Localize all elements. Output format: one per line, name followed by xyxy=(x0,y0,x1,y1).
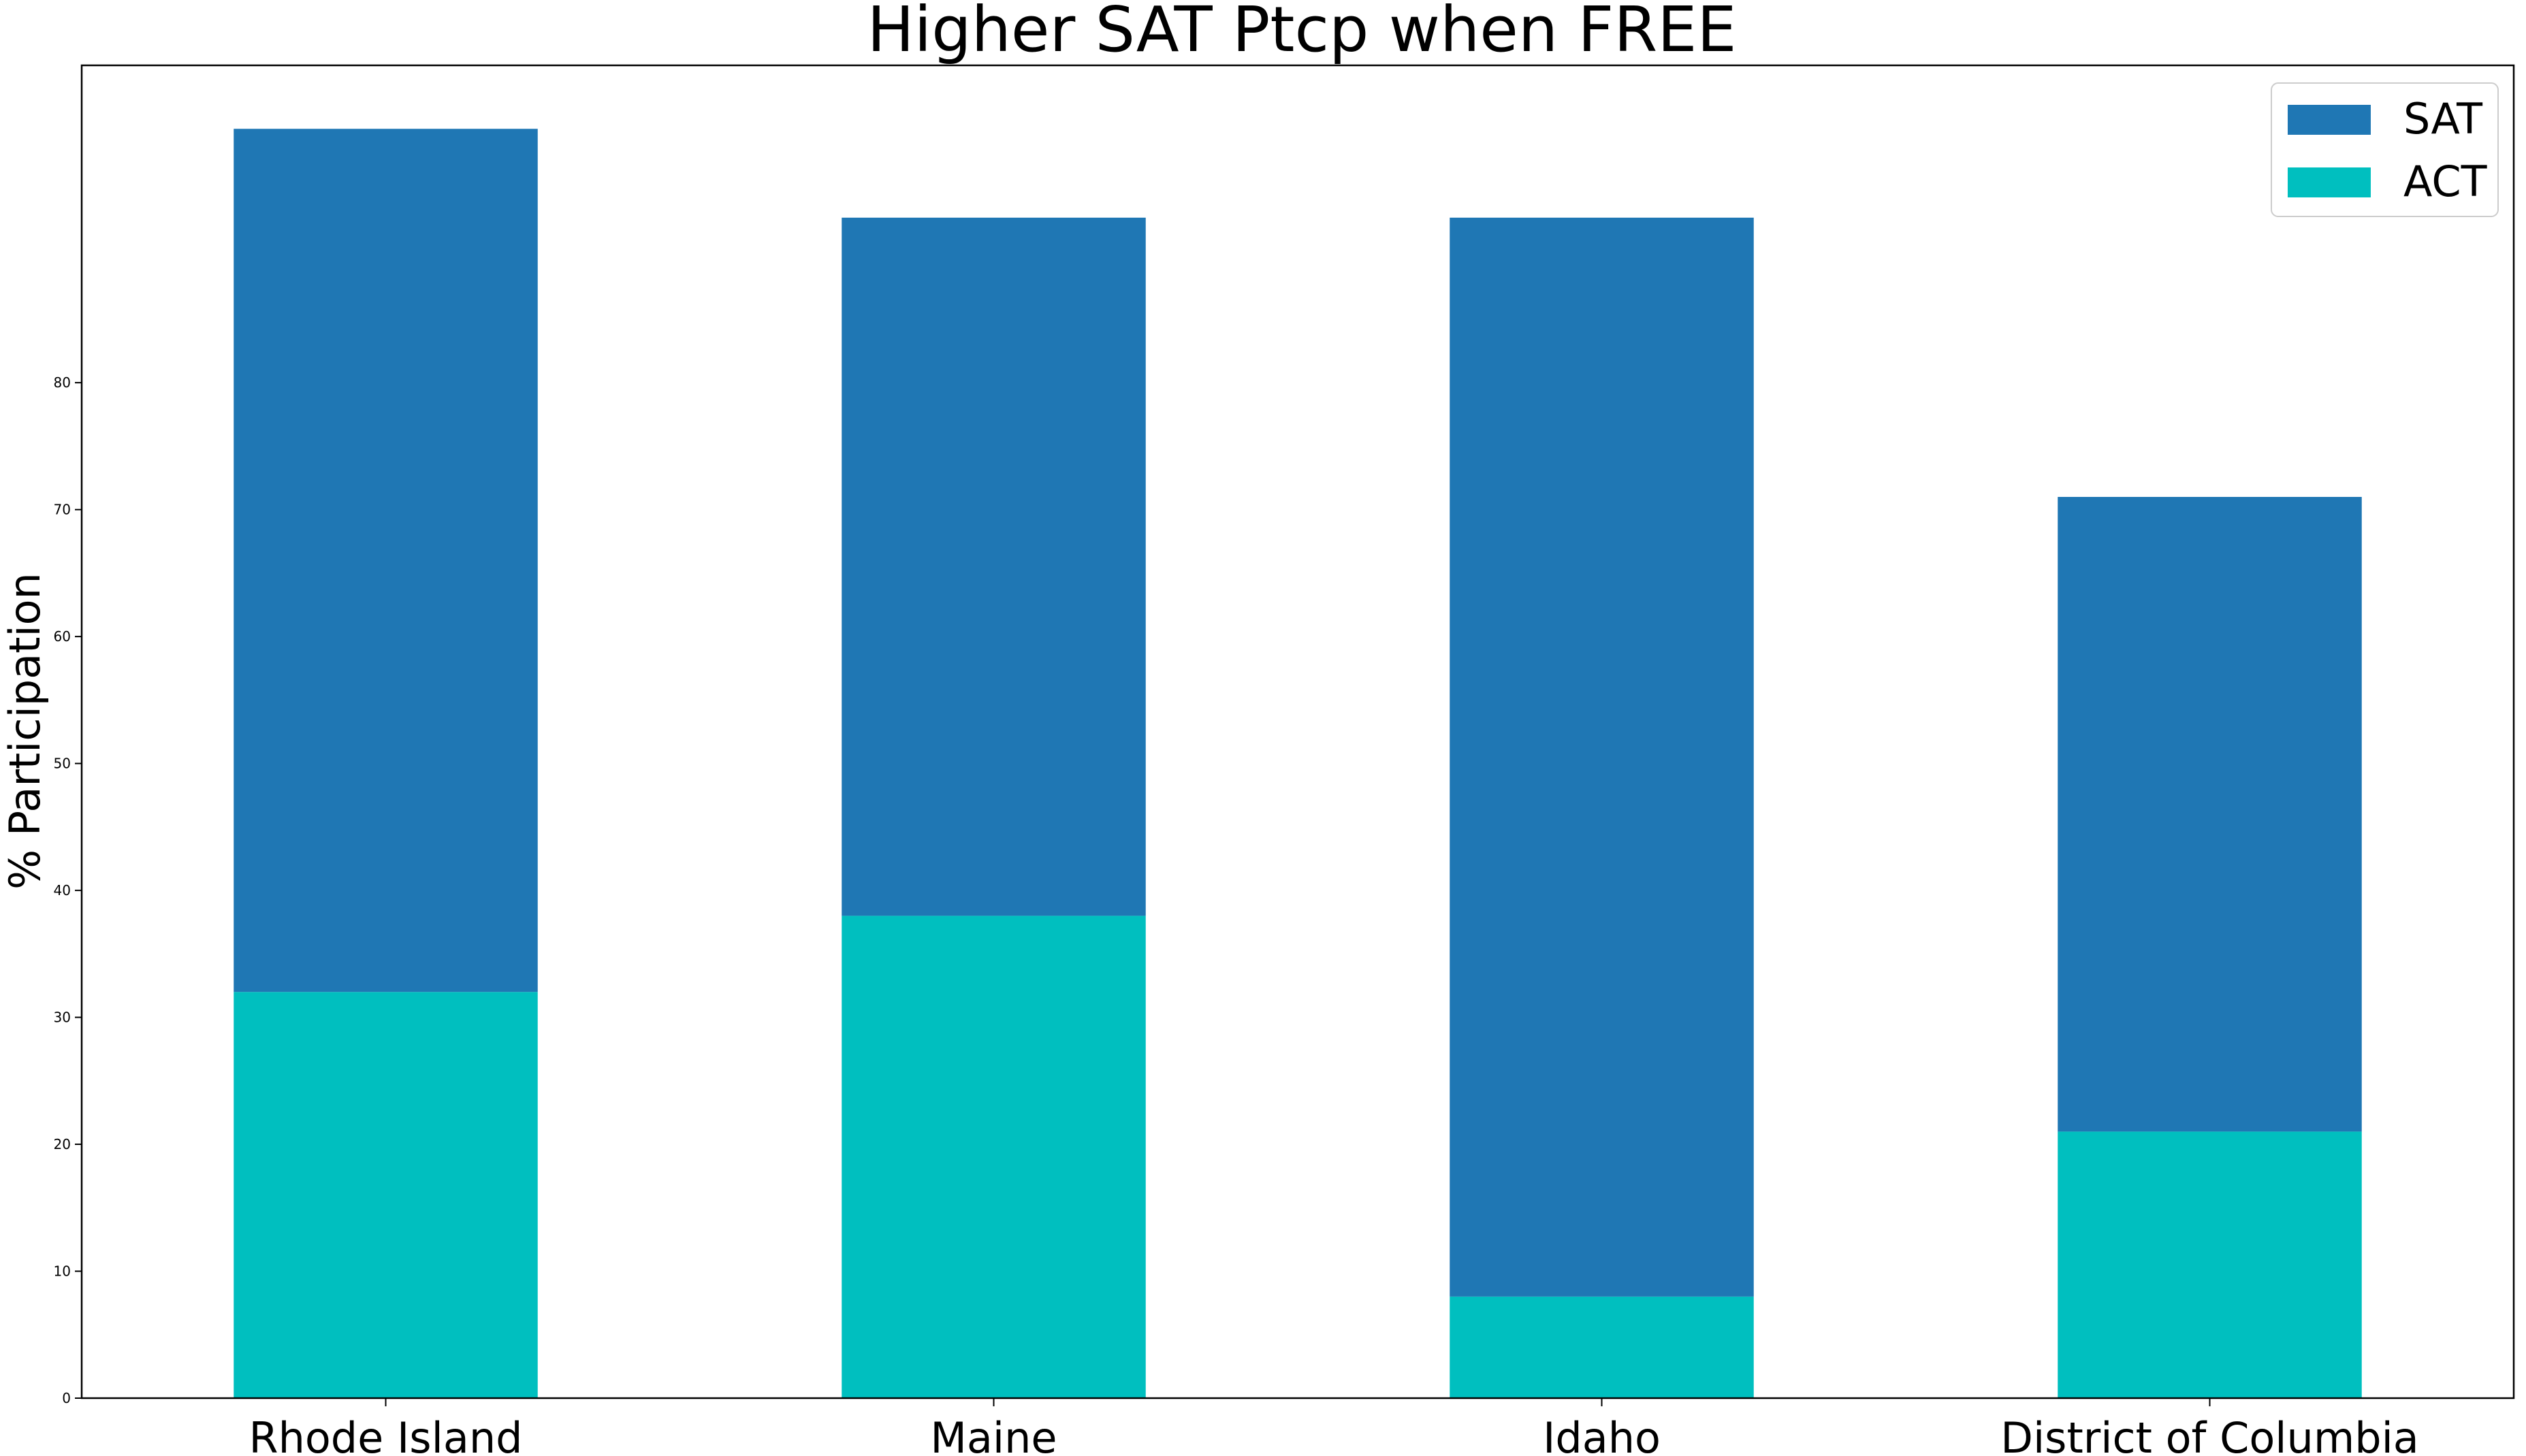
bar-act-1 xyxy=(842,916,1146,1398)
y-axis-label: % Participation xyxy=(0,572,50,890)
y-tick-label: 70 xyxy=(54,502,71,518)
x-tick-label: Idaho xyxy=(1543,1413,1661,1456)
y-tick-label: 10 xyxy=(54,1263,71,1280)
x-tick-label: District of Columbia xyxy=(2000,1413,2419,1456)
bar-act-2 xyxy=(1450,1296,1754,1398)
bar-act-3 xyxy=(2058,1131,2362,1398)
y-tick-label: 20 xyxy=(54,1136,71,1152)
bar-sat-2 xyxy=(1450,217,1754,1297)
y-axis: 0 10 20 30 40 50 60 70 80 xyxy=(54,374,82,1406)
legend-label-act: ACT xyxy=(2403,157,2488,206)
legend: SAT ACT xyxy=(2271,82,2499,217)
y-tick-label: 60 xyxy=(54,628,71,645)
bar-act-0 xyxy=(234,992,538,1398)
x-axis: Rhode Island Maine Idaho District of Columb… xyxy=(249,1398,2419,1456)
legend-swatch-sat xyxy=(2288,105,2371,135)
legend-label-sat: SAT xyxy=(2403,94,2483,144)
y-tick-label: 50 xyxy=(54,756,71,772)
bar-sat-3 xyxy=(2058,497,2362,1132)
chart-title: Higher SAT Ptcp when FREE xyxy=(867,0,1736,66)
y-tick-label: 40 xyxy=(54,882,71,899)
y-tick-label: 0 xyxy=(62,1390,71,1406)
legend-swatch-act xyxy=(2288,167,2371,197)
plot-frame xyxy=(80,64,2515,1400)
x-tick-label: Rhode Island xyxy=(249,1413,523,1456)
bar-sat-1 xyxy=(842,217,1146,916)
bars-group xyxy=(234,129,2362,1398)
y-tick-label: 30 xyxy=(54,1009,71,1026)
y-tick-label: 80 xyxy=(54,374,71,391)
x-tick-label: Maine xyxy=(930,1413,1057,1456)
bar-sat-0 xyxy=(234,129,538,992)
